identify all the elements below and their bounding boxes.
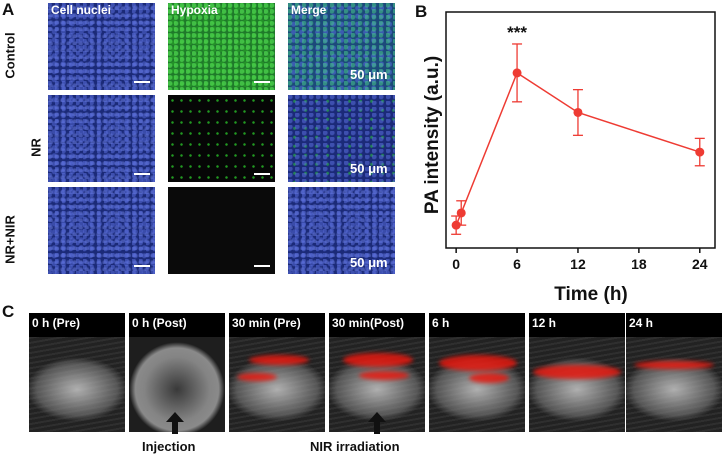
pa-intensity-chart: PA intensity (a.u.) Time (h) 0 6 12 18 24 **… (422, 11, 716, 305)
panel-c-letter: C (2, 302, 15, 321)
pa-signal (249, 355, 309, 365)
us-frame-0h-pre: 0 h (Pre) (29, 313, 125, 432)
scale-bar (254, 173, 270, 175)
data-point (451, 220, 461, 230)
x-tick-label: 24 (692, 256, 708, 272)
frame-label: 30 min(Post) (332, 316, 405, 330)
plot-area: 0 6 12 18 24 (451, 43, 708, 272)
us-frame-24h: 24 h (626, 313, 722, 432)
scale-bar (254, 81, 270, 83)
frame-label: 30 min (Pre) (232, 316, 301, 330)
scale-text: 50 μm (350, 161, 388, 176)
us-frame-12h: 12 h (529, 313, 625, 432)
data-point (512, 68, 522, 78)
tile-nrnir-nuclei (48, 187, 155, 274)
column-label-merge: Merge (291, 3, 327, 17)
y-axis-label: PA intensity (a.u.) (422, 56, 443, 214)
tile-nrnir-merge: 50 μm (288, 187, 395, 274)
up-arrow-icon (166, 412, 184, 434)
tile-nrnir-hypoxia (168, 187, 275, 274)
pa-signal (439, 355, 517, 371)
pa-signal (343, 353, 413, 367)
tile-control-merge: Merge 50 μm (288, 3, 395, 90)
us-frame-30min-pre: 30 min (Pre) (229, 313, 325, 432)
data-point (695, 147, 705, 157)
us-frame-6h: 6 h (429, 313, 525, 432)
ultrasound-image (29, 337, 125, 432)
pa-signal (533, 365, 621, 379)
tile-nr-merge: 50 μm (288, 95, 395, 182)
us-frame-0h-post: 0 h (Post) (129, 313, 225, 432)
ultrasound-image (529, 337, 625, 432)
tile-nr-hypoxia (168, 95, 275, 182)
up-arrow-icon (368, 412, 386, 434)
x-axis-label: Time (h) (554, 284, 628, 305)
scale-bar (134, 81, 150, 83)
panel-b-letter: B (415, 2, 428, 21)
tile-control-nuclei: Cell nuclei (48, 3, 155, 90)
column-label-nuclei: Cell nuclei (51, 3, 112, 17)
injection-label: Injection (142, 439, 196, 454)
ultrasound-image (429, 337, 525, 432)
row-label-nr-nir: NR+NIR (2, 215, 18, 264)
frame-label: 12 h (532, 316, 557, 330)
ultrasound-image (626, 337, 722, 432)
scale-bar (254, 265, 270, 267)
us-frame-30min-post: 30 min(Post) (329, 313, 425, 432)
scale-bar (134, 265, 150, 267)
row-label-nr: NR (28, 138, 44, 157)
nir-irradiation-label: NIR irradiation (310, 439, 400, 454)
pa-signal (359, 371, 409, 380)
x-tick-label: 12 (570, 256, 586, 272)
scale-text: 50 μm (350, 255, 388, 270)
frame-label: 0 h (Pre) (32, 316, 81, 330)
tile-control-hypoxia: Hypoxia (168, 3, 275, 90)
frame-label: 6 h (432, 316, 450, 330)
row-label-control: Control (2, 32, 18, 79)
pa-signal (634, 361, 714, 369)
frame-label: 0 h (Post) (132, 316, 187, 330)
x-tick-label: 6 (513, 256, 521, 272)
scale-bar (134, 173, 150, 175)
scale-text: 50 μm (350, 67, 388, 82)
column-label-hypoxia: Hypoxia (171, 3, 218, 17)
x-tick-label: 18 (631, 256, 647, 272)
tile-nr-nuclei (48, 95, 155, 182)
x-tick-label: 0 (452, 256, 460, 272)
ultrasound-image (229, 337, 325, 432)
data-point (456, 208, 466, 218)
panel-a-letter: A (2, 0, 15, 19)
significance-marker: *** (507, 23, 527, 42)
pa-signal (469, 373, 509, 383)
pa-signal (237, 373, 277, 381)
frame-label: 24 h (629, 316, 654, 330)
plot-frame (445, 11, 716, 249)
data-point (573, 107, 583, 117)
